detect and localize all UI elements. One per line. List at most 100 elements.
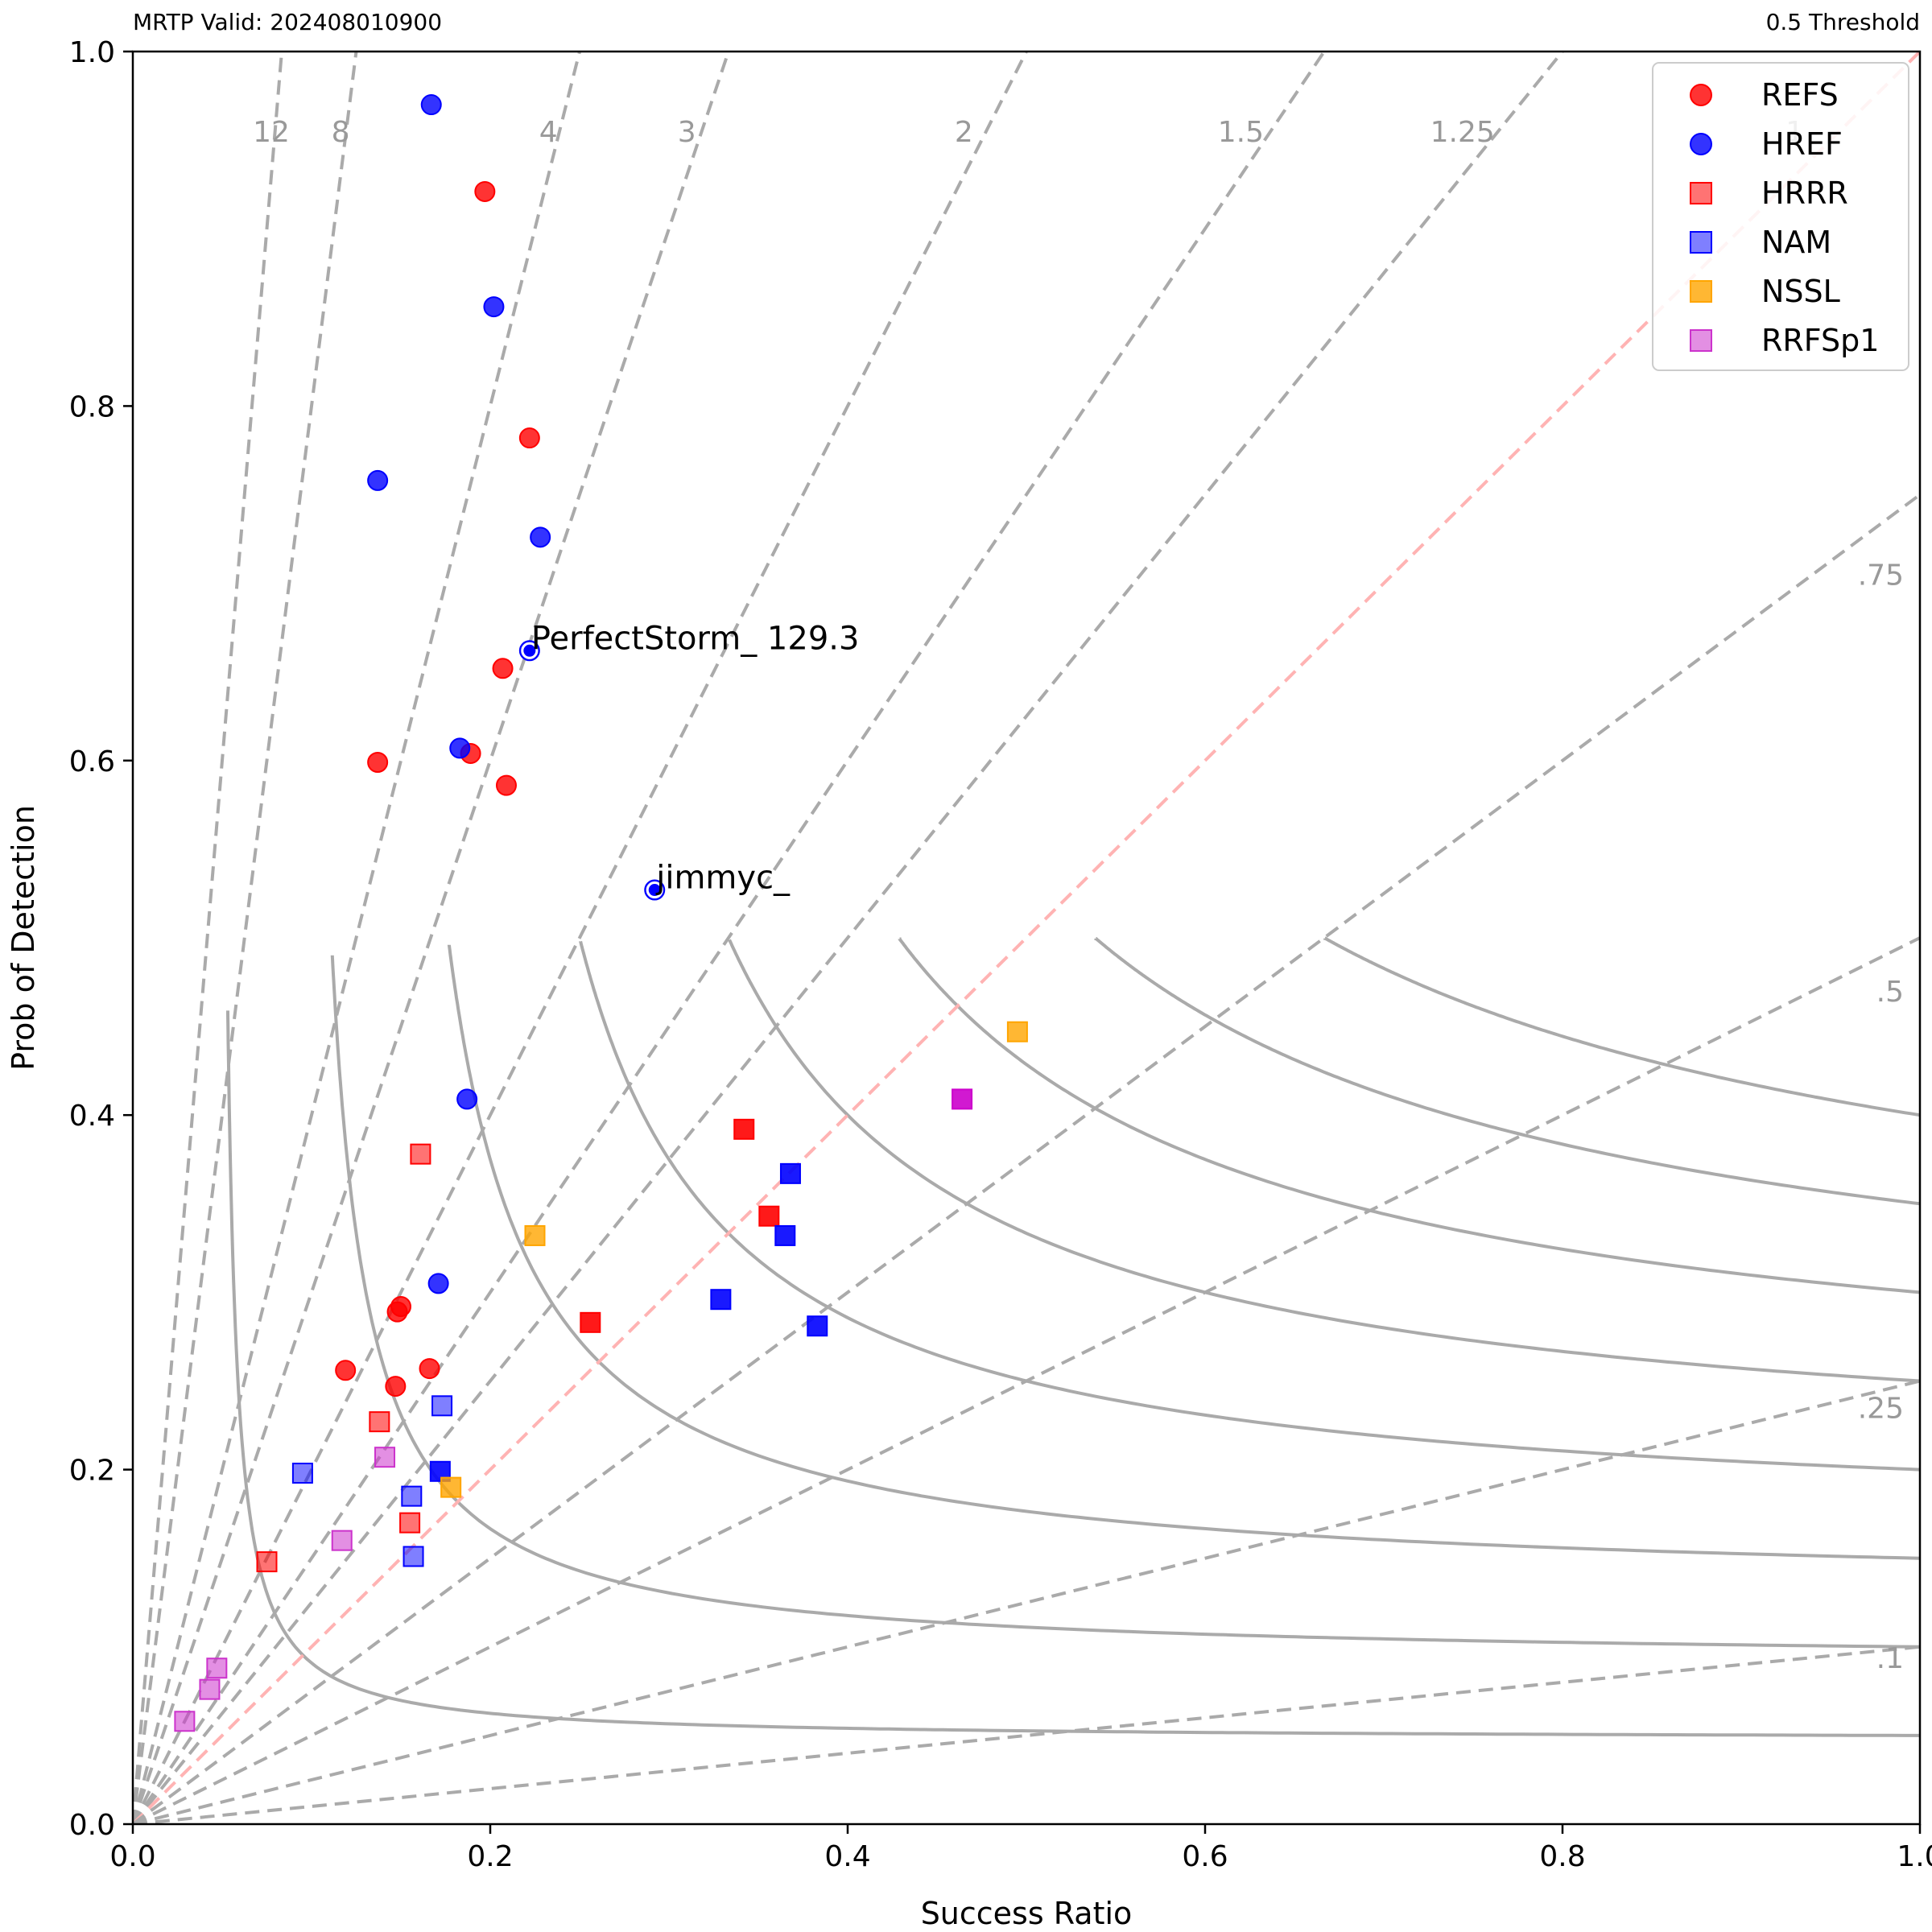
plot-frame (131, 50, 1922, 1826)
legend-marker (1690, 133, 1712, 155)
point-annotation: jimmyc_ (655, 860, 791, 897)
data-point-hrrr (369, 1411, 390, 1433)
annotated-point (521, 642, 539, 659)
bias-label: 2 (955, 116, 973, 149)
csi-contour-line (579, 940, 1920, 1472)
data-point-href (483, 296, 505, 318)
data-point-refs (492, 658, 514, 679)
bias-lines (133, 52, 1920, 1824)
data-point-nssl (440, 1476, 462, 1498)
legend-marker (1690, 329, 1712, 352)
x-tick-label: 0.0 (109, 1840, 155, 1873)
point-annotations: PerfectStorm_ 129.3 jimmyc_ (521, 620, 860, 899)
data-point-rrfsp1 (331, 1530, 353, 1551)
data-point-rrfsp1 (952, 1088, 973, 1110)
point-annotation: PerfectStorm_ 129.3 (531, 620, 860, 657)
data-point-nam (431, 1395, 453, 1417)
legend-marker (1690, 182, 1712, 204)
bias-label: 3 (678, 116, 696, 149)
data-point-refs (386, 1301, 408, 1323)
data-point-nam (774, 1224, 796, 1246)
data-point-hrrr (256, 1551, 278, 1573)
data-point-rrfsp1 (174, 1711, 196, 1732)
y-tick-label: 0.4 (69, 1100, 115, 1133)
y-tick-label: 0.8 (69, 390, 115, 423)
data-points (174, 94, 1028, 1732)
y-tick-label: 0.6 (69, 745, 115, 778)
data-point-rrfsp1 (199, 1678, 221, 1700)
data-point-href (420, 94, 442, 116)
legend-label: NAM (1761, 225, 1831, 260)
data-point-nam (807, 1315, 828, 1337)
csi-contour-line (447, 944, 1920, 1560)
data-point-nssl (524, 1224, 546, 1246)
legend-label: RRFSp1 (1761, 323, 1879, 358)
data-point-nam (401, 1485, 423, 1507)
data-point-refs (367, 752, 389, 774)
y-tick-label: 0.0 (69, 1809, 115, 1842)
legend-marker (1690, 280, 1712, 303)
data-point-refs (335, 1360, 357, 1381)
bias-line (133, 52, 1564, 1824)
threshold-label: 0.5 Threshold (1766, 9, 1920, 35)
csi-contour-line (226, 1010, 1920, 1737)
legend: REFS HREF HRRR NAM NSSL RRFSp1 (1652, 62, 1909, 371)
x-tick-label: 0.6 (1182, 1840, 1228, 1873)
legend-marker (1690, 84, 1712, 106)
csi-contour-line (1918, 229, 1920, 231)
bias-line (133, 52, 283, 1824)
bias-label: 4 (539, 116, 558, 149)
data-point-href (427, 1273, 449, 1294)
data-point-rrfsp1 (374, 1447, 396, 1468)
x-axis-title: Success Ratio (921, 1896, 1133, 1931)
bias-label: .25 (1858, 1393, 1904, 1426)
y-tick-label: 0.2 (69, 1455, 115, 1488)
legend-marker (1690, 231, 1712, 254)
data-point-href (456, 1088, 478, 1110)
bias-label: .1 (1876, 1642, 1904, 1675)
csi-contour-line (728, 939, 1920, 1383)
data-point-hrrr (580, 1311, 601, 1333)
data-point-hrrr (733, 1118, 755, 1140)
csi-contour-line (1919, 760, 1920, 762)
legend-label: HRRR (1761, 175, 1848, 211)
bias-line (133, 1379, 1920, 1824)
y-tick-label: 1.0 (69, 36, 115, 69)
bias-line (133, 52, 1028, 1824)
data-point-href (530, 526, 551, 548)
axis-ticks: 0.0 0.2 0.4 0.6 0.8 1.0 0.0 0.2 0.4 0.6 0.8 1.0 (69, 36, 1932, 1873)
bias-label: 12 (253, 116, 290, 149)
data-point-hrrr (410, 1143, 431, 1165)
data-point-refs (419, 1358, 440, 1380)
bias-label: 1.25 (1430, 116, 1495, 149)
csi-contours (226, 229, 1920, 1737)
x-tick-label: 0.8 (1539, 1840, 1585, 1873)
data-point-href (367, 469, 389, 491)
data-point-hrrr (399, 1512, 421, 1534)
data-point-refs (518, 427, 540, 449)
bias-line (133, 52, 1326, 1824)
bias-label: .75 (1858, 559, 1904, 592)
data-point-hrrr (758, 1205, 780, 1227)
bias-label: 1.5 (1218, 116, 1264, 149)
bias-line (133, 52, 1920, 1824)
valid-time-label: MRTP Valid: 202408010900 (133, 9, 442, 35)
bias-label: .5 (1876, 976, 1904, 1009)
data-point-rrfsp1 (206, 1657, 228, 1679)
data-point-nssl (1006, 1021, 1028, 1042)
data-point-refs (474, 180, 496, 202)
legend-label: HREF (1761, 126, 1843, 162)
x-tick-label: 0.4 (824, 1840, 870, 1873)
data-point-nam (710, 1289, 732, 1311)
bias-line (133, 52, 581, 1824)
data-point-refs (495, 774, 517, 796)
data-point-refs (385, 1376, 407, 1397)
bias-line (133, 936, 1920, 1824)
csi-contour-line (1919, 583, 1920, 585)
y-axis-title: Prob of Detection (6, 805, 41, 1071)
data-point-nam (402, 1546, 424, 1567)
bias-label: 8 (332, 116, 350, 149)
x-tick-label: 0.2 (467, 1840, 513, 1873)
data-point-nam (779, 1162, 801, 1184)
legend-box (1652, 62, 1909, 371)
